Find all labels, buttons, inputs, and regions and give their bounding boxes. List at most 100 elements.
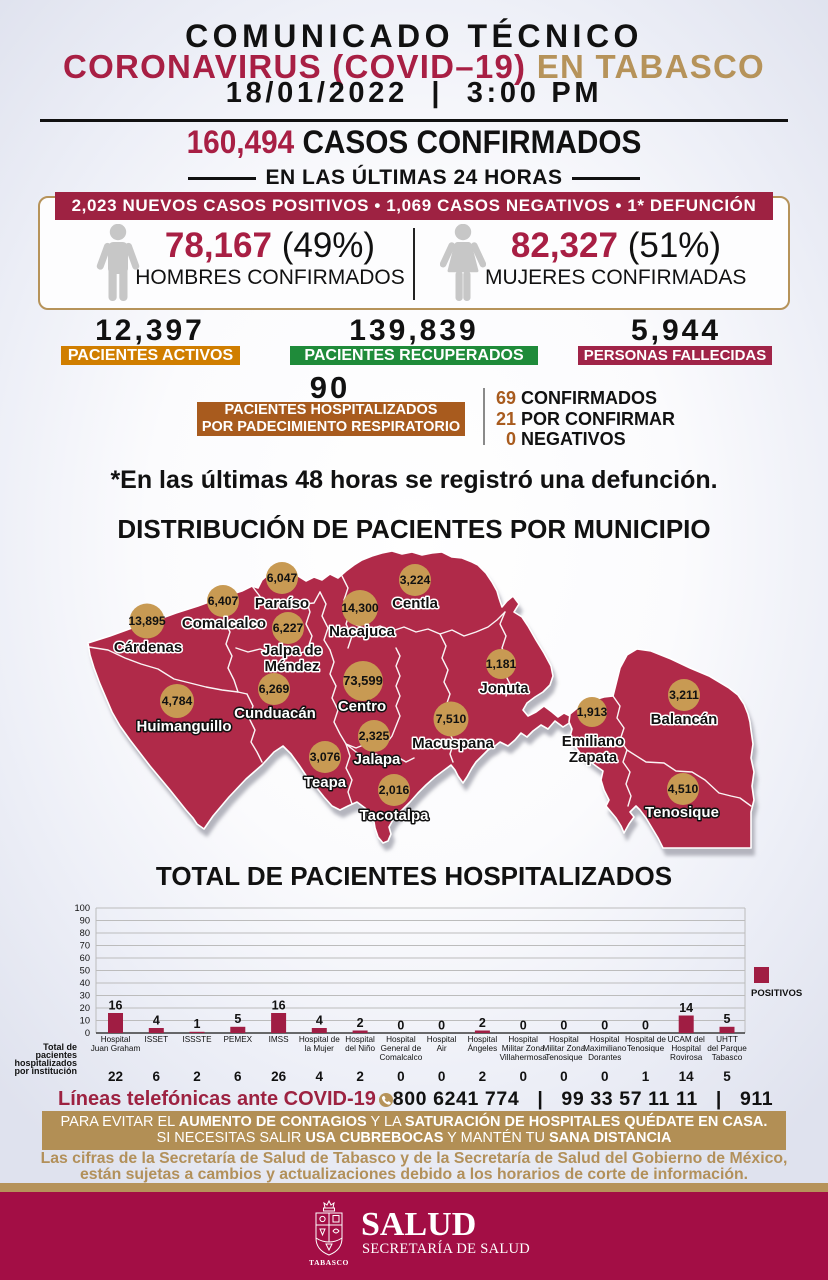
svg-text:14: 14 xyxy=(679,1001,693,1015)
svg-text:Hospital: Hospital xyxy=(468,1035,498,1044)
svg-text:hospitalizados: hospitalizados xyxy=(14,1058,77,1068)
svg-text:Cunduacán: Cunduacán xyxy=(234,705,316,722)
svg-text:Cárdenas: Cárdenas xyxy=(114,639,182,656)
svg-text:Tenosique: Tenosique xyxy=(545,1053,583,1062)
svg-text:Huimanguillo: Huimanguillo xyxy=(137,718,232,735)
svg-text:ISSSTE: ISSSTE xyxy=(182,1035,212,1044)
svg-text:7,510: 7,510 xyxy=(436,712,467,726)
svg-text:Méndez: Méndez xyxy=(264,658,319,675)
svg-text:2,325: 2,325 xyxy=(359,729,390,743)
svg-text:IMSS: IMSS xyxy=(269,1035,290,1044)
svg-text:14,300: 14,300 xyxy=(341,601,378,615)
svg-text:0: 0 xyxy=(520,1019,527,1033)
svg-text:Centla: Centla xyxy=(392,595,439,612)
svg-text:6,407: 6,407 xyxy=(208,594,239,608)
svg-text:2: 2 xyxy=(479,1069,487,1084)
svg-text:40: 40 xyxy=(80,978,90,988)
svg-text:Zapata: Zapata xyxy=(569,749,618,766)
svg-text:1,181: 1,181 xyxy=(486,657,517,671)
svg-text:Militar Zona: Militar Zona xyxy=(543,1044,586,1053)
svg-text:0: 0 xyxy=(438,1069,446,1084)
svg-text:2: 2 xyxy=(356,1069,364,1084)
svg-text:por institución: por institución xyxy=(15,1066,78,1076)
svg-text:Total de: Total de xyxy=(43,1042,77,1052)
svg-text:Juan Graham: Juan Graham xyxy=(91,1044,141,1053)
svg-text:4: 4 xyxy=(316,1014,323,1028)
svg-text:PEMEX: PEMEX xyxy=(223,1035,252,1044)
svg-text:3,076: 3,076 xyxy=(310,750,341,764)
svg-text:Balancán: Balancán xyxy=(651,711,718,728)
svg-text:Hospital de: Hospital de xyxy=(299,1035,340,1044)
svg-text:Rovirosa: Rovirosa xyxy=(670,1053,703,1062)
svg-text:4: 4 xyxy=(153,1014,160,1028)
svg-text:POSITIVOS: POSITIVOS xyxy=(751,988,802,999)
svg-text:Emiliano: Emiliano xyxy=(562,733,625,750)
svg-text:6,047: 6,047 xyxy=(267,571,298,585)
svg-text:General de: General de xyxy=(381,1044,422,1053)
svg-text:5: 5 xyxy=(723,1069,731,1084)
svg-text:13,895: 13,895 xyxy=(128,614,165,628)
svg-text:Centro: Centro xyxy=(338,698,386,715)
svg-text:Jonuta: Jonuta xyxy=(479,680,529,697)
svg-text:Hospital: Hospital xyxy=(508,1035,538,1044)
svg-text:Militar Zona: Militar Zona xyxy=(502,1044,545,1053)
svg-text:0: 0 xyxy=(438,1019,445,1033)
svg-text:Tenosique: Tenosique xyxy=(627,1044,665,1053)
svg-text:Air: Air xyxy=(437,1044,447,1053)
svg-text:0: 0 xyxy=(397,1069,405,1084)
svg-text:0: 0 xyxy=(560,1069,568,1084)
svg-text:73,599: 73,599 xyxy=(343,673,383,688)
svg-text:Hospital: Hospital xyxy=(101,1035,131,1044)
svg-text:4: 4 xyxy=(316,1069,324,1084)
svg-text:Comalcalco: Comalcalco xyxy=(182,615,266,632)
svg-text:2: 2 xyxy=(357,1016,364,1030)
svg-text:del Parque: del Parque xyxy=(707,1044,747,1053)
svg-text:22: 22 xyxy=(108,1069,123,1084)
svg-text:Dorantes: Dorantes xyxy=(588,1053,621,1062)
svg-text:5: 5 xyxy=(234,1012,241,1026)
svg-text:1,913: 1,913 xyxy=(577,705,608,719)
svg-text:100: 100 xyxy=(74,903,90,913)
svg-text:Hospital: Hospital xyxy=(427,1035,457,1044)
svg-text:6,269: 6,269 xyxy=(259,682,290,696)
svg-text:6,227: 6,227 xyxy=(273,621,304,635)
svg-text:Teapa: Teapa xyxy=(304,774,347,791)
svg-text:3,224: 3,224 xyxy=(400,573,431,587)
svg-text:16: 16 xyxy=(272,999,286,1013)
svg-text:Hospital: Hospital xyxy=(549,1035,579,1044)
svg-text:Maximiliano: Maximiliano xyxy=(583,1044,627,1053)
svg-text:Hospital: Hospital xyxy=(590,1035,620,1044)
svg-text:90: 90 xyxy=(80,916,90,926)
svg-text:Villahermosa: Villahermosa xyxy=(500,1053,548,1062)
svg-text:Jalpa de: Jalpa de xyxy=(262,642,322,659)
svg-text:Nacajuca: Nacajuca xyxy=(329,623,396,640)
svg-text:ISSET: ISSET xyxy=(144,1035,168,1044)
svg-text:Paraíso: Paraíso xyxy=(255,595,309,612)
svg-text:UHTT: UHTT xyxy=(716,1035,738,1044)
svg-text:70: 70 xyxy=(80,941,90,951)
svg-text:6: 6 xyxy=(234,1069,242,1084)
svg-text:16: 16 xyxy=(109,999,123,1013)
svg-text:1: 1 xyxy=(642,1069,650,1084)
svg-text:Macuspana: Macuspana xyxy=(412,735,494,752)
svg-text:4,784: 4,784 xyxy=(162,694,193,708)
svg-text:20: 20 xyxy=(80,1003,90,1013)
svg-text:0: 0 xyxy=(560,1019,567,1033)
svg-text:5: 5 xyxy=(724,1012,731,1026)
svg-text:60: 60 xyxy=(80,953,90,963)
svg-text:Ángeles: Ángeles xyxy=(468,1043,498,1053)
svg-text:Tenosique: Tenosique xyxy=(645,804,719,821)
svg-text:80: 80 xyxy=(80,928,90,938)
svg-text:2: 2 xyxy=(193,1069,201,1084)
svg-text:Tacotalpa: Tacotalpa xyxy=(360,807,430,824)
svg-text:30: 30 xyxy=(80,991,90,1001)
svg-text:la Mujer: la Mujer xyxy=(305,1044,334,1053)
svg-text:Hospital: Hospital xyxy=(386,1035,416,1044)
svg-text:Hospital de: Hospital de xyxy=(625,1035,666,1044)
svg-text:3,211: 3,211 xyxy=(669,688,699,702)
svg-text:UCAM del: UCAM del xyxy=(668,1035,705,1044)
svg-text:1: 1 xyxy=(194,1017,201,1031)
svg-text:0: 0 xyxy=(601,1069,609,1084)
svg-text:2,016: 2,016 xyxy=(379,783,410,797)
svg-text:Jalapa: Jalapa xyxy=(354,751,401,768)
